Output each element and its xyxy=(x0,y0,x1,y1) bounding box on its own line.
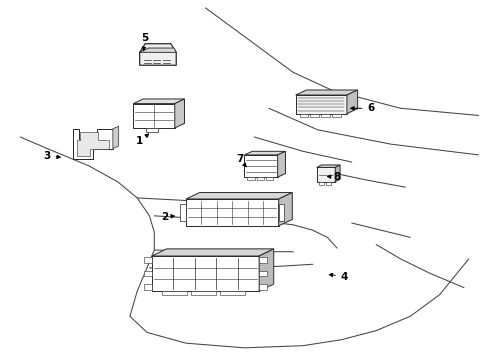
Polygon shape xyxy=(140,48,176,52)
Bar xyxy=(299,114,308,117)
Polygon shape xyxy=(77,132,109,156)
Polygon shape xyxy=(346,90,357,114)
Polygon shape xyxy=(73,129,113,159)
Bar xyxy=(278,204,284,221)
Polygon shape xyxy=(152,249,273,256)
Bar xyxy=(144,284,152,290)
Bar xyxy=(316,167,334,182)
Text: 5: 5 xyxy=(141,33,148,50)
Bar xyxy=(259,271,266,276)
Polygon shape xyxy=(295,90,357,95)
Text: 8: 8 xyxy=(327,172,340,182)
Bar xyxy=(152,256,259,291)
Bar xyxy=(133,104,174,128)
Bar xyxy=(144,271,152,276)
Text: 1: 1 xyxy=(136,134,148,146)
Bar xyxy=(180,204,185,221)
Bar xyxy=(185,199,278,226)
Bar xyxy=(256,177,263,180)
Bar xyxy=(331,114,340,117)
Bar xyxy=(259,284,266,290)
Bar xyxy=(321,114,329,117)
Polygon shape xyxy=(316,165,339,167)
Bar xyxy=(161,291,186,296)
Text: 4: 4 xyxy=(328,272,347,282)
Polygon shape xyxy=(133,99,184,104)
Bar xyxy=(145,128,158,132)
Bar xyxy=(247,177,254,180)
Bar xyxy=(319,182,324,185)
Bar xyxy=(326,182,330,185)
Text: 2: 2 xyxy=(161,212,174,221)
Bar xyxy=(259,257,266,263)
Polygon shape xyxy=(334,165,339,182)
Polygon shape xyxy=(140,44,176,65)
Polygon shape xyxy=(278,193,292,226)
Polygon shape xyxy=(277,151,285,177)
Bar xyxy=(265,177,272,180)
Bar xyxy=(244,155,277,177)
Bar xyxy=(295,95,346,114)
Polygon shape xyxy=(174,99,184,128)
Polygon shape xyxy=(259,249,273,291)
Text: 7: 7 xyxy=(235,154,246,167)
Polygon shape xyxy=(244,151,285,155)
Bar xyxy=(310,114,319,117)
Bar xyxy=(190,291,216,296)
Bar xyxy=(220,291,245,296)
Text: 3: 3 xyxy=(43,150,60,161)
Bar xyxy=(144,257,152,263)
Polygon shape xyxy=(185,193,292,199)
Text: 6: 6 xyxy=(350,103,374,113)
Polygon shape xyxy=(113,126,119,149)
